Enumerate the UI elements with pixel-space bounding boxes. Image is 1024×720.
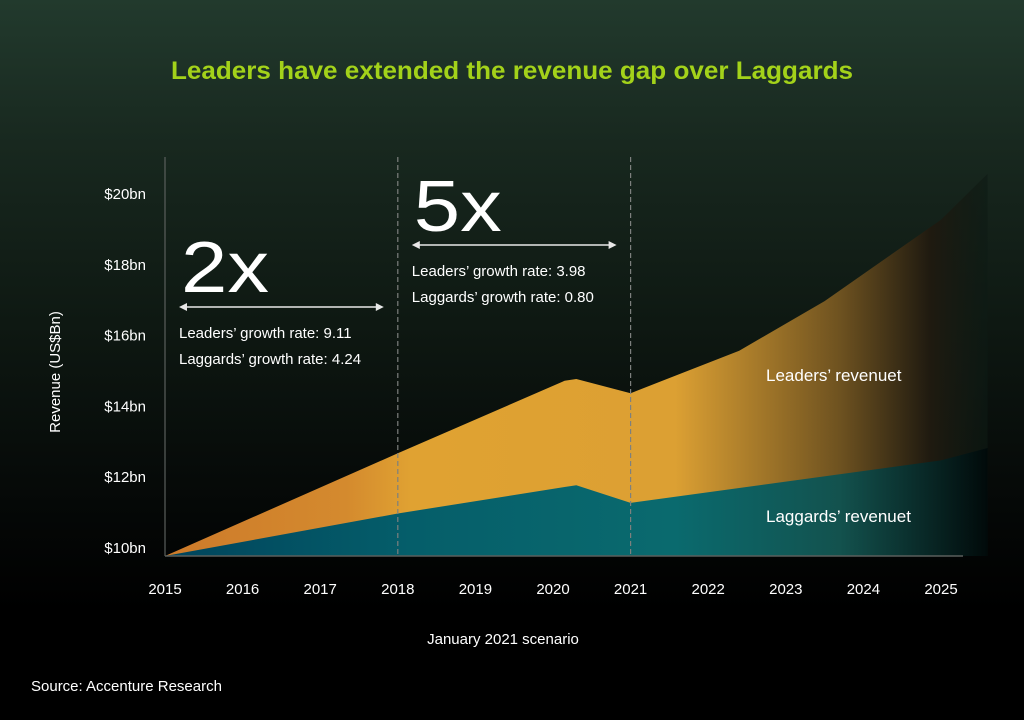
growth-rate-text: Laggards’ growth rate: 0.80 [412,289,594,306]
y-tick-label: $16bn [104,328,146,345]
series-label-leaders: Leaders’ revenuet [766,366,902,385]
x-tick-label: 2023 [769,581,802,598]
x-axis-label: January 2021 scenario [427,631,579,648]
annotation-period1: 2x Leaders’ growth rate: 9.11 Laggards’ gr… [179,228,384,368]
y-tick-label: $18bn [104,257,146,274]
x-tick-label: 2021 [614,581,647,598]
x-tick-label: 2019 [459,581,492,598]
area-leaders [165,173,988,556]
growth-multiple: 5x [414,167,502,247]
x-tick-label: 2020 [536,581,569,598]
arrow-right-icon [608,241,617,249]
y-tick-label: $12bn [104,469,146,486]
growth-rate-text: Leaders’ growth rate: 3.98 [412,263,586,280]
x-tick-label: 2016 [226,581,259,598]
y-tick-label: $10bn [104,540,146,557]
y-tick-label: $20bn [104,186,146,203]
arrow-left-icon [411,241,420,249]
y-tick-label: $14bn [104,398,146,415]
x-tick-label: 2017 [304,581,337,598]
chart-title: Leaders have extended the revenue gap ov… [171,57,853,85]
x-tick-label: 2025 [924,581,957,598]
x-tick-label: 2018 [381,581,414,598]
series-label-laggards: Laggards’ revenuet [766,507,911,526]
annotation-period2: 5x Leaders’ growth rate: 3.98 Laggards’ gr… [411,167,617,306]
growth-multiple: 2x [181,228,269,308]
x-tick-label: 2024 [847,581,880,598]
arrow-left-icon [179,303,187,311]
growth-rate-text: Laggards’ growth rate: 4.24 [179,351,361,368]
growth-rate-text: Leaders’ growth rate: 9.11 [179,325,352,342]
x-tick-label: 2015 [148,581,181,598]
arrow-right-icon [375,303,384,311]
source-note: Source: Accenture Research [31,678,222,695]
y-axis-label: Revenue (US$Bn) [47,311,64,433]
area-laggards [165,448,988,556]
x-tick-label: 2022 [692,581,725,598]
